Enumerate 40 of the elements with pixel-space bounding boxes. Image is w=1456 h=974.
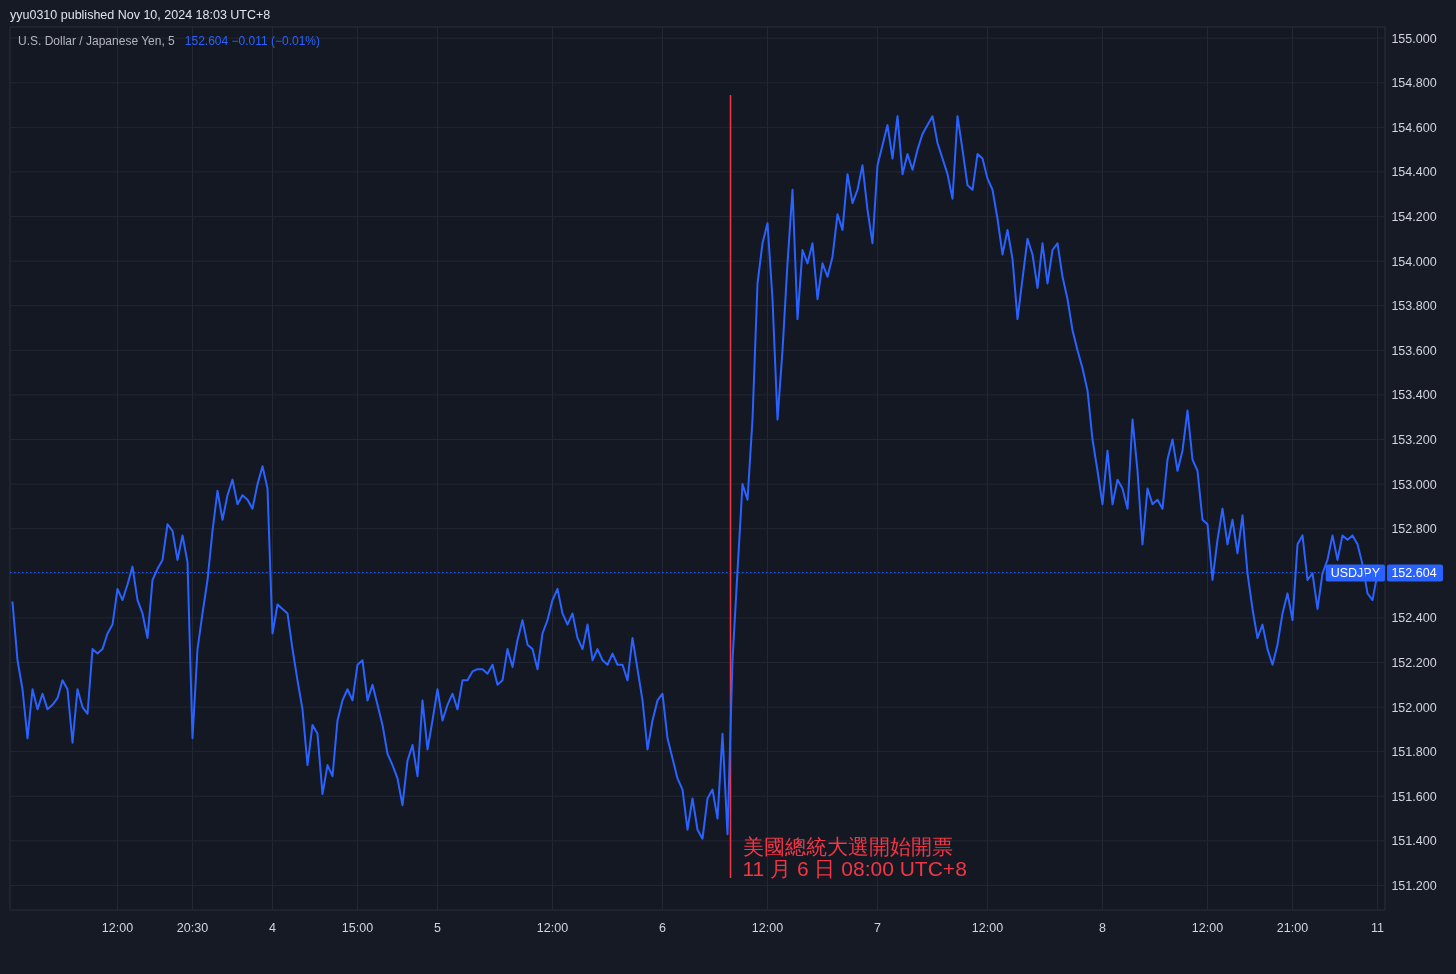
y-tick-label: 152.604 bbox=[1391, 565, 1437, 580]
x-tick-label: 12:00 bbox=[536, 921, 569, 935]
y-tick-label: 153.400 bbox=[1391, 388, 1437, 403]
y-tick-label: 154.000 bbox=[1391, 254, 1437, 269]
x-tick-label: 11 bbox=[1371, 921, 1385, 935]
y-tick-label: 154.400 bbox=[1391, 165, 1437, 180]
y-tick-label: 152.000 bbox=[1391, 700, 1437, 715]
y-tick-label: 151.400 bbox=[1391, 834, 1437, 849]
y-tick-label: 153.000 bbox=[1391, 477, 1437, 492]
y-tick-label: 151.200 bbox=[1391, 878, 1437, 893]
y-tick-label: 153.800 bbox=[1391, 299, 1437, 314]
x-tick-label: 7 bbox=[874, 921, 882, 935]
text: 152.604 −0.011 (−0.01%) bbox=[184, 34, 320, 48]
y-tick-label: 155.000 bbox=[1391, 31, 1437, 46]
y-tick-label: 152.800 bbox=[1391, 522, 1437, 537]
y-tick-label: 151.800 bbox=[1391, 745, 1437, 760]
x-tick-label: 8 bbox=[1099, 921, 1107, 935]
y-tick-label: 154.800 bbox=[1391, 76, 1437, 91]
text: yyu0310 published Nov 10, 2024 18:03 UTC+8 bbox=[10, 8, 271, 22]
x-tick-label: 4 bbox=[269, 921, 277, 935]
annotation: 11 月 6 日 08:00 UTC+8 bbox=[742, 857, 967, 880]
y-tick-label: 151.600 bbox=[1391, 789, 1437, 804]
y-tick-label: 153.200 bbox=[1391, 433, 1437, 448]
y-tick-label: 152.200 bbox=[1391, 655, 1437, 670]
x-tick-label: 6 bbox=[659, 921, 667, 935]
text: U.S. Dollar / Japanese Yen, 5 bbox=[18, 34, 176, 48]
annotation: 美國總統大選開始開票 bbox=[742, 835, 953, 858]
x-tick-label: 12:00 bbox=[101, 921, 134, 935]
y-tick-label: 153.600 bbox=[1391, 343, 1437, 358]
ref-line-label: USDJPY bbox=[1330, 565, 1381, 580]
x-tick-label: 12:00 bbox=[971, 921, 1004, 935]
x-tick-label: 5 bbox=[434, 921, 442, 935]
y-tick-label: 154.200 bbox=[1391, 210, 1437, 225]
y-tick-label: 152.400 bbox=[1391, 611, 1437, 626]
x-tick-label: 21:00 bbox=[1276, 921, 1309, 935]
x-tick-label: 20:30 bbox=[176, 921, 209, 935]
x-tick-label: 15:00 bbox=[341, 921, 374, 935]
x-tick-label: 12:00 bbox=[1191, 921, 1224, 935]
x-tick-label: 12:00 bbox=[751, 921, 784, 935]
y-tick-label: 154.600 bbox=[1391, 120, 1437, 135]
